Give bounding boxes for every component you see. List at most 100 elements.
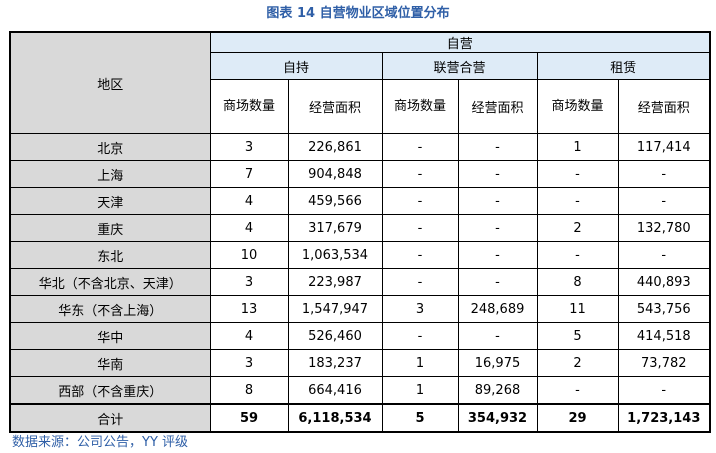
value-cell: - (381, 133, 459, 161)
value-cell: 2 (536, 214, 619, 242)
value-cell: 1,723,143 (617, 403, 711, 433)
col-header: 商场数量 (536, 79, 619, 134)
value-cell: 8 (209, 376, 289, 405)
table-title: 图表 14 自营物业区域位置分布 (266, 6, 450, 21)
header-region: 地区 (9, 31, 211, 134)
value-cell: - (457, 322, 538, 350)
region-cell: 西部（不含重庆） (9, 376, 211, 405)
value-cell: 29 (536, 403, 619, 433)
region-cell: 华南 (9, 349, 211, 377)
value-cell: 904,848 (287, 160, 383, 188)
value-cell: - (381, 241, 459, 269)
col-header: 商场数量 (209, 79, 289, 134)
value-cell: - (617, 187, 711, 215)
value-cell: 1,063,534 (287, 241, 383, 269)
value-cell: 440,893 (617, 268, 711, 296)
value-cell: 5 (536, 322, 619, 350)
table-row: 华南 3 183,237 1 16,975 2 73,782 (9, 349, 711, 377)
value-cell: - (457, 241, 538, 269)
value-cell: 664,416 (287, 376, 383, 405)
value-cell: - (381, 187, 459, 215)
value-cell: 543,756 (617, 295, 711, 323)
value-cell: - (536, 160, 619, 188)
col-header: 经营面积 (617, 79, 711, 134)
value-cell: 4 (209, 214, 289, 242)
value-cell: - (381, 214, 459, 242)
value-cell: 10 (209, 241, 289, 269)
value-cell: 183,237 (287, 349, 383, 377)
total-row: 合计 59 6,118,534 5 354,932 29 1,723,143 (9, 403, 711, 433)
value-cell: - (457, 214, 538, 242)
value-cell: 16,975 (457, 349, 538, 377)
value-cell: - (536, 241, 619, 269)
value-cell: 526,460 (287, 322, 383, 350)
value-cell: - (617, 241, 711, 269)
value-cell: 248,689 (457, 295, 538, 323)
region-cell: 华东（不含上海） (9, 295, 211, 323)
region-cell: 上海 (9, 160, 211, 188)
value-cell: - (381, 268, 459, 296)
value-cell: 5 (381, 403, 459, 433)
value-cell: - (536, 187, 619, 215)
table-row: 西部（不含重庆） 8 664,416 1 89,268- - (9, 376, 711, 405)
value-cell: 226,861 (287, 133, 383, 161)
value-cell: 8 (536, 268, 619, 296)
value-cell: 132,780 (617, 214, 711, 242)
value-cell: 2 (536, 349, 619, 377)
value-cell: 354,932 (457, 403, 538, 433)
value-cell: 1 (536, 133, 619, 161)
value-cell: 223,987 (287, 268, 383, 296)
value-cell: 1 (381, 349, 459, 377)
header-leased: 租赁 (536, 52, 711, 80)
region-cell: 东北 (9, 241, 211, 269)
value-cell: - (457, 133, 538, 161)
table-row: 东北 10 1,063,534- - - - (9, 241, 711, 269)
table-row: 天津 4 459,566- - - - (9, 187, 711, 215)
col-header: 商场数量 (381, 79, 459, 134)
value-cell: 3 (209, 349, 289, 377)
value-cell: 89,268 (457, 376, 538, 405)
value-cell: 13 (209, 295, 289, 323)
value-cell: 3 (381, 295, 459, 323)
col-header: 经营面积 (287, 79, 383, 134)
value-cell: - (457, 268, 538, 296)
table-row: 华北（不含北京、天津） 3 223,987- -8 440,893 (9, 268, 711, 296)
value-cell: 11 (536, 295, 619, 323)
value-cell: - (536, 376, 619, 405)
value-cell: - (617, 376, 711, 405)
table-row: 上海 7 904,848- - - - (9, 160, 711, 188)
source-note: 数据来源：公司公告，YY 评级 (12, 435, 189, 450)
value-cell: 459,566 (287, 187, 383, 215)
value-cell: - (381, 322, 459, 350)
region-distribution-table: 地区 自营 自持 联营合营 租赁 商场数量 经营面积 商场数量 经营面积 商场数… (9, 31, 712, 433)
value-cell: 4 (209, 187, 289, 215)
value-cell: 6,118,534 (287, 403, 383, 433)
region-cell: 北京 (9, 133, 211, 161)
value-cell: 1 (381, 376, 459, 405)
value-cell: 59 (209, 403, 289, 433)
value-cell: - (457, 187, 538, 215)
value-cell: 117,414 (617, 133, 711, 161)
region-cell: 合计 (9, 403, 211, 433)
header-self-operated: 自营 (209, 31, 711, 53)
table-row: 北京 3 226,861- -1 117,414 (9, 133, 711, 161)
table-row: 华中 4 526,460- -5 414,518 (9, 322, 711, 350)
header-owned: 自持 (209, 52, 383, 80)
table-row: 华东（不含上海） 13 1,547,947 3 248,689 11 543,756 (9, 295, 711, 323)
value-cell: - (617, 160, 711, 188)
col-header: 经营面积 (457, 79, 538, 134)
region-cell: 华北（不含北京、天津） (9, 268, 211, 296)
header-joint: 联营合营 (381, 52, 538, 80)
region-cell: 重庆 (9, 214, 211, 242)
value-cell: 4 (209, 322, 289, 350)
value-cell: 3 (209, 268, 289, 296)
table-row: 重庆 4 317,679- -2 132,780 (9, 214, 711, 242)
region-cell: 华中 (9, 322, 211, 350)
value-cell: - (381, 160, 459, 188)
value-cell: 1,547,947 (287, 295, 383, 323)
value-cell: 3 (209, 133, 289, 161)
value-cell: 7 (209, 160, 289, 188)
value-cell: 73,782 (617, 349, 711, 377)
region-cell: 天津 (9, 187, 211, 215)
value-cell: 317,679 (287, 214, 383, 242)
